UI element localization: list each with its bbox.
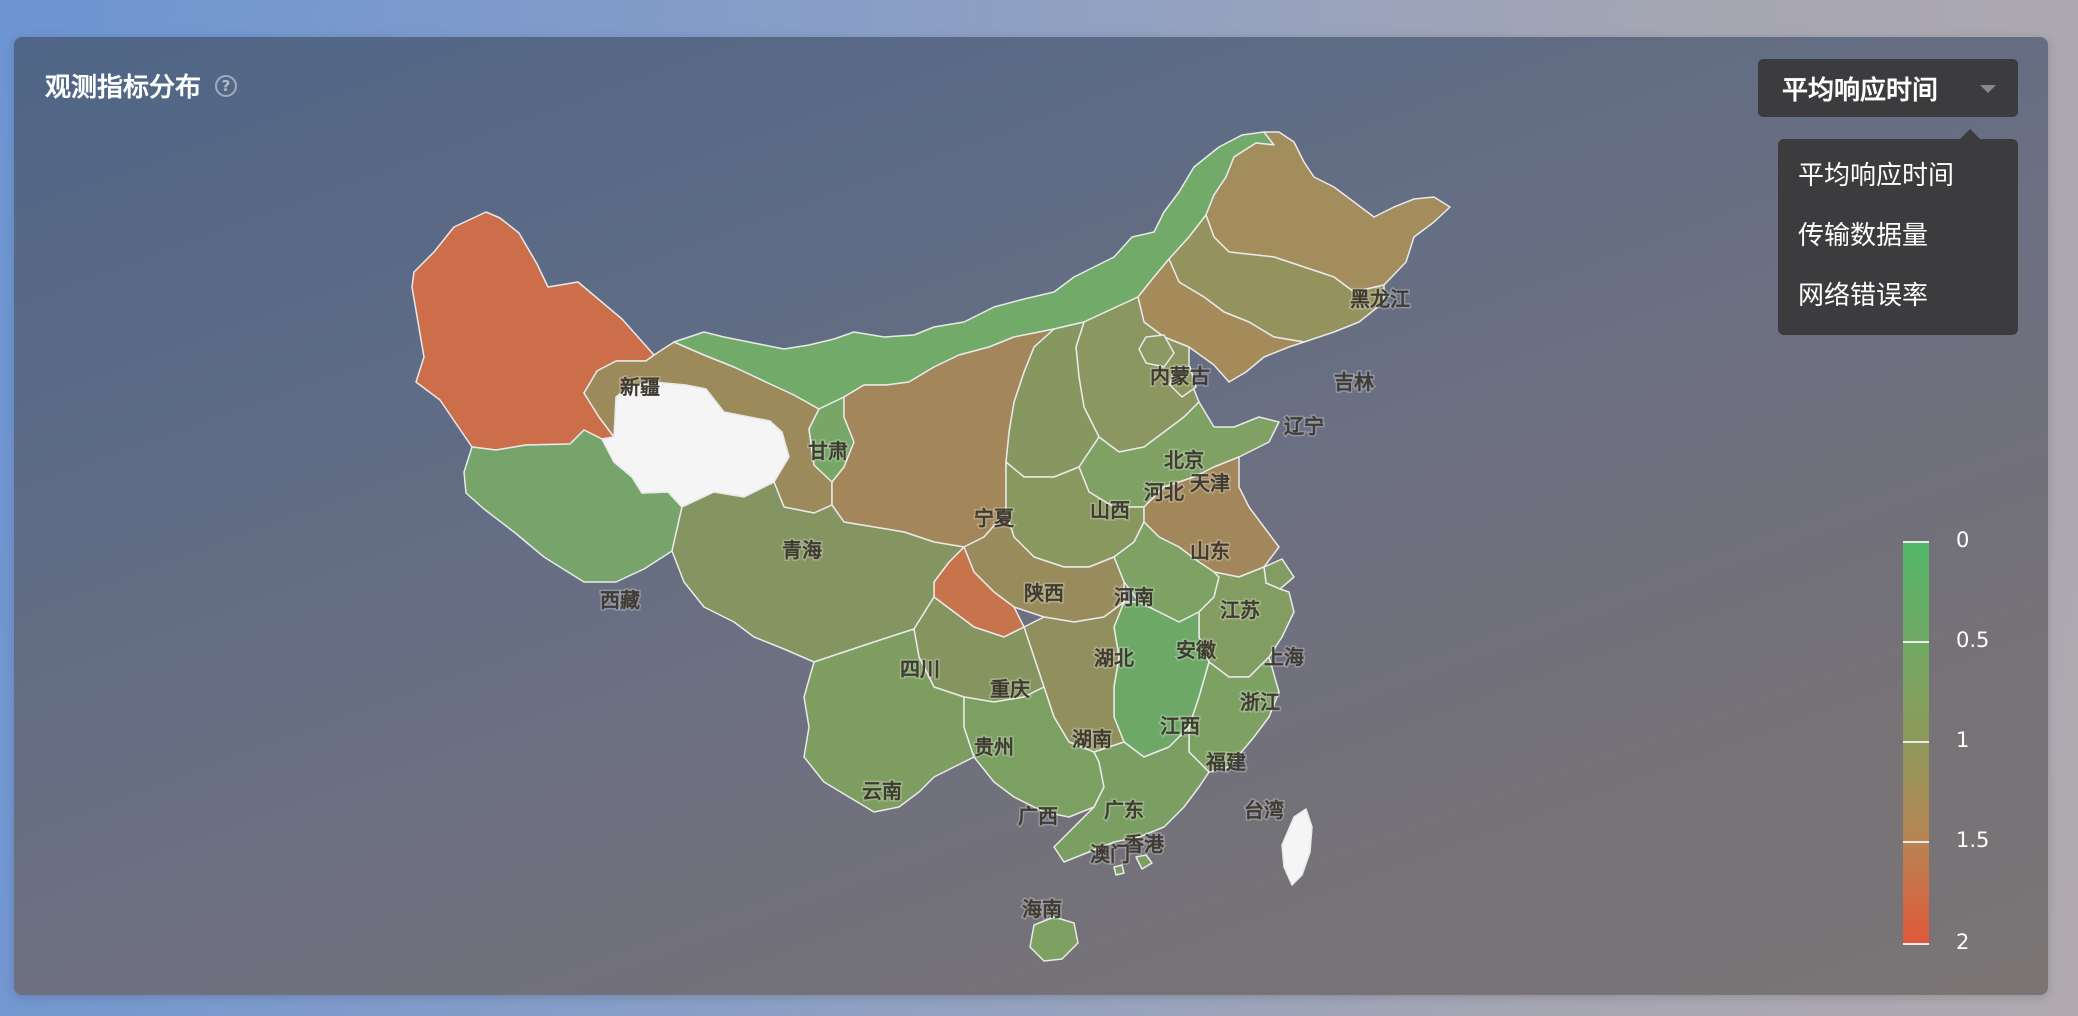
province-label-hebei: 河北 (1144, 480, 1184, 504)
province-label-ningxia: 宁夏 (974, 506, 1015, 530)
province-label-shanxi: 山西 (1090, 498, 1130, 522)
province-label-fujian: 福建 (1205, 750, 1246, 774)
province-label-anhui: 安徽 (1176, 638, 1217, 662)
legend-tick-label: 0.5 (1956, 628, 1990, 652)
province-label-tianjin: 天津 (1190, 471, 1230, 495)
province-label-sichuan: 四川 (900, 657, 940, 681)
metric-select[interactable]: 平均响应时间 (1758, 59, 2018, 117)
province-label-hongkong: 香港 (1124, 832, 1165, 856)
province-sichuan[interactable] (671, 481, 965, 663)
legend-tick-mark (1903, 641, 1929, 643)
province-yunnan[interactable] (803, 628, 975, 813)
province-label-guizhou: 贵州 (974, 735, 1014, 759)
menu-item-error-rate[interactable]: 网络错误率 (1798, 281, 1929, 311)
province-tianjin[interactable] (1169, 366, 1197, 398)
legend-tick-label: 1.5 (1956, 828, 1990, 852)
province-label-taiwan: 台湾 (1244, 798, 1284, 822)
province-label-guangdong: 广东 (1104, 798, 1144, 822)
province-beijing[interactable] (1138, 334, 1175, 368)
legend-tick-mark (1903, 943, 1929, 945)
province-heilongjiang[interactable] (1205, 131, 1451, 293)
province-guangdong[interactable] (1053, 726, 1210, 863)
legend-tick-mark (1903, 741, 1929, 743)
chevron-down-icon (1980, 85, 1996, 93)
legend-tick-label: 0 (1956, 528, 1970, 552)
metric-distribution-panel: 新疆西藏 青海 甘肃 内蒙古 黑龙江吉林 辽宁北京 天津 河北宁夏 山西陕西 山东河南江苏 安徽 上海… (14, 37, 2048, 995)
province-label-henan: 河南 (1114, 585, 1154, 609)
province-label-hubei: 湖北 (1094, 646, 1134, 670)
province-label-gansu: 甘肃 (808, 439, 848, 463)
province-label-qinghai: 青海 (782, 538, 822, 562)
province-label-zhejiang: 浙江 (1240, 690, 1280, 714)
legend-tick-mark (1903, 541, 1929, 543)
province-label-yunnan: 云南 (862, 779, 902, 803)
legend-tick-label: 1 (1956, 728, 1970, 752)
legend-color-bar (1903, 541, 1929, 945)
province-label-shaanxi: 陕西 (1024, 581, 1064, 605)
province-label-guangxi: 广西 (1018, 804, 1058, 828)
question-circle-icon[interactable]: ? (215, 74, 238, 97)
panel-title: 观测指标分布 (45, 73, 202, 103)
panel-header: 观测指标分布 ? (45, 67, 238, 104)
region-macau[interactable] (1113, 864, 1125, 876)
province-label-shandong: 山东 (1190, 539, 1230, 563)
province-label-macau: 澳门 (1090, 842, 1130, 866)
province-label-neimenggu: 内蒙古 (1150, 364, 1210, 388)
province-label-liaoning: 辽宁 (1284, 414, 1324, 438)
province-hainan[interactable] (1029, 916, 1079, 962)
province-taiwan[interactable] (1281, 808, 1313, 886)
province-label-shanghai: 上海 (1264, 645, 1304, 669)
province-label-jilin: 吉林 (1334, 370, 1374, 394)
legend-tick-label: 2 (1956, 930, 1970, 954)
metric-select-value: 平均响应时间 (1782, 75, 1939, 106)
province-label-beijing: 北京 (1164, 448, 1204, 472)
region-hongkong[interactable] (1135, 854, 1153, 870)
province-label-hunan: 湖南 (1072, 727, 1112, 751)
metric-dropdown-menu: 平均响应时间 传输数据量 网络错误率 (1778, 129, 2018, 335)
province-label-hainan: 海南 (1022, 897, 1062, 921)
menu-item-data-volume[interactable]: 传输数据量 (1798, 221, 1929, 251)
province-label-chongqing: 重庆 (990, 677, 1030, 701)
legend-tick-mark (1903, 841, 1929, 843)
province-label-xinjiang: 新疆 (620, 375, 660, 399)
province-label-jiangxi: 江西 (1160, 714, 1200, 738)
province-label-heilongjiang: 黑龙江 (1350, 287, 1410, 311)
province-label-jiangsu: 江苏 (1220, 598, 1260, 622)
province-label-xizang: 西藏 (600, 588, 640, 612)
menu-item-avg-response-time[interactable]: 平均响应时间 (1798, 161, 1955, 191)
